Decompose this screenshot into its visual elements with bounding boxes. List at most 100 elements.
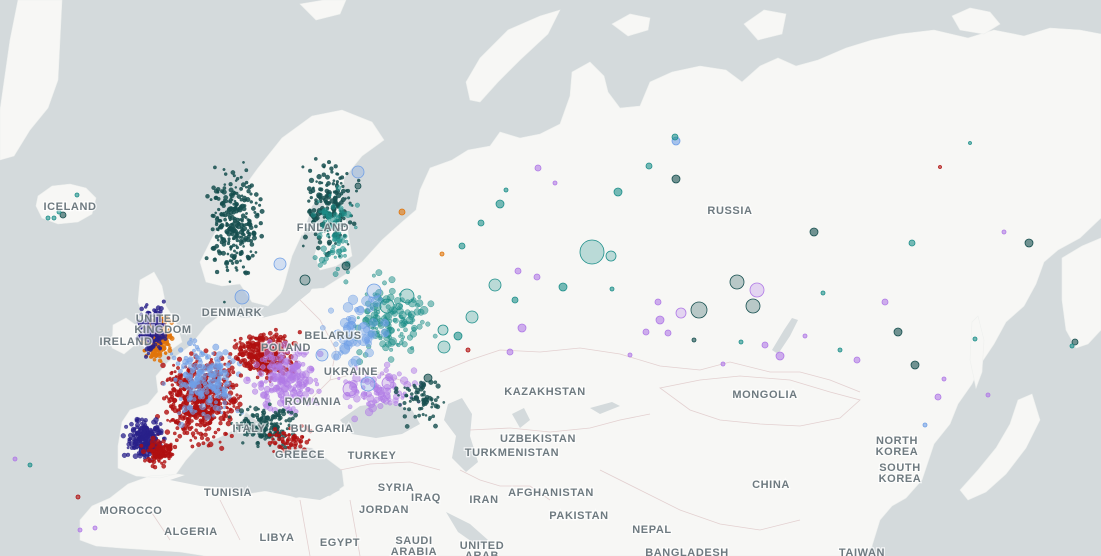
data-point[interactable] [314,198,318,202]
data-point[interactable] [174,375,178,378]
data-point[interactable] [347,294,359,305]
data-point[interactable] [298,394,306,402]
data-point[interactable] [346,316,352,322]
data-point[interactable] [189,367,196,374]
data-point[interactable] [296,380,303,387]
data-point[interactable] [343,248,347,252]
data-point[interactable] [165,379,169,383]
data-point[interactable] [120,433,126,439]
data-point[interactable] [143,354,148,359]
data-point[interactable] [170,383,174,387]
data-point[interactable] [609,286,615,292]
data-point[interactable] [242,418,247,424]
data-point[interactable] [261,412,266,417]
data-point[interactable] [329,166,334,171]
data-point[interactable] [345,330,356,341]
data-point[interactable] [204,389,210,395]
data-point[interactable] [337,376,341,381]
data-point[interactable] [389,347,394,352]
data-point[interactable] [213,257,217,261]
data-point[interactable] [218,421,223,426]
data-point[interactable] [355,189,358,193]
data-point[interactable] [389,287,396,295]
data-point[interactable] [182,430,187,435]
data-point[interactable] [233,249,236,253]
data-point[interactable] [558,282,568,292]
data-point[interactable] [273,257,287,271]
data-point[interactable] [267,405,274,412]
data-point[interactable] [410,367,418,374]
data-point[interactable] [256,440,260,445]
data-point[interactable] [244,168,249,173]
data-point[interactable] [232,206,237,211]
data-point[interactable] [270,416,274,421]
data-point[interactable] [269,382,274,387]
data-point[interactable] [222,400,228,406]
data-point[interactable] [152,311,158,317]
data-point[interactable] [213,165,217,170]
data-point[interactable] [339,211,346,218]
data-point[interactable] [273,410,278,415]
data-point[interactable] [231,254,237,260]
data-point[interactable] [342,302,354,313]
data-point[interactable] [59,211,67,219]
data-point[interactable] [378,336,383,341]
data-point[interactable] [199,403,206,411]
data-point[interactable] [152,357,157,362]
data-point[interactable] [344,239,349,244]
data-point[interactable] [442,401,446,404]
data-point[interactable] [240,348,244,352]
data-point[interactable] [427,395,433,401]
data-point[interactable] [164,318,168,322]
data-point[interactable] [362,397,366,401]
data-point[interactable] [305,376,314,385]
data-point[interactable] [159,360,163,364]
data-point[interactable] [655,315,665,325]
data-point[interactable] [160,461,164,465]
data-point[interactable] [246,344,250,349]
data-point[interactable] [458,242,466,250]
data-point[interactable] [169,336,175,341]
data-point[interactable] [223,413,229,419]
data-point[interactable] [720,361,726,367]
data-point[interactable] [322,165,326,169]
data-point[interactable] [192,397,197,402]
data-point[interactable] [162,322,166,327]
data-point[interactable] [324,188,330,194]
data-point[interactable] [214,234,220,240]
data-point[interactable] [238,340,242,344]
data-point[interactable] [342,216,346,221]
data-point[interactable] [146,317,149,321]
data-point[interactable] [690,301,708,319]
data-point[interactable] [310,397,318,405]
data-point[interactable] [311,225,315,229]
data-point[interactable] [166,341,170,345]
data-point[interactable] [263,379,268,384]
data-point[interactable] [326,239,333,245]
data-point[interactable] [613,187,623,197]
data-point[interactable] [234,186,238,189]
data-point[interactable] [302,234,308,240]
data-point[interactable] [277,444,282,449]
data-point[interactable] [230,232,235,237]
data-point[interactable] [170,418,174,422]
data-point[interactable] [190,431,196,436]
data-point[interactable] [199,435,205,441]
data-point[interactable] [276,354,283,361]
data-point[interactable] [1001,229,1007,235]
data-point[interactable] [254,250,258,254]
data-point[interactable] [241,265,245,269]
data-point[interactable] [385,304,391,310]
data-point[interactable] [271,437,275,441]
data-point[interactable] [281,447,284,451]
data-point[interactable] [150,332,156,337]
data-point[interactable] [339,181,343,185]
data-point[interactable] [158,309,163,314]
data-point[interactable] [242,245,245,248]
data-point[interactable] [148,427,153,433]
data-point[interactable] [141,425,147,431]
data-point[interactable] [339,317,350,328]
data-point[interactable] [377,391,386,400]
data-point[interactable] [158,422,163,426]
data-point[interactable] [268,428,272,431]
